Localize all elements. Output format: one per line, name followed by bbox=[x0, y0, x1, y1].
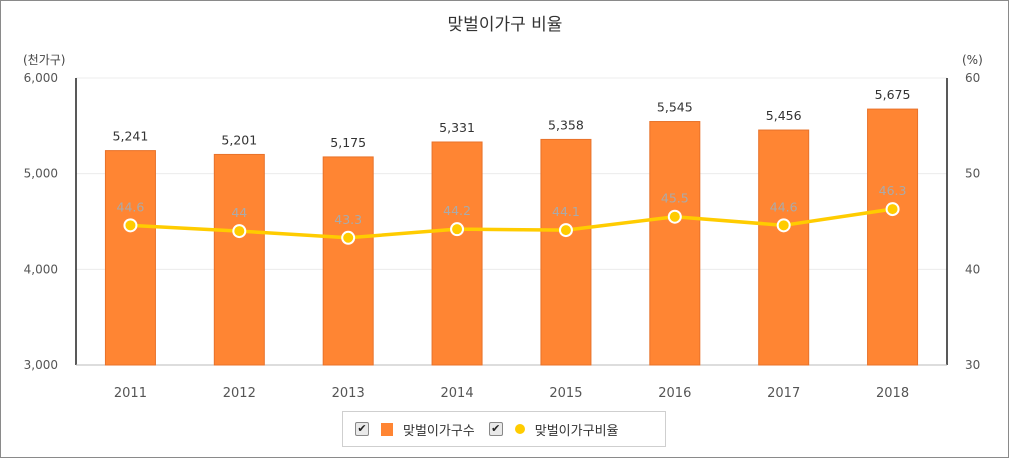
line-point bbox=[776, 218, 791, 233]
line-value-label: 46.3 bbox=[879, 183, 907, 198]
legend-item-household-count[interactable]: ✔ 맞벌이가구수 bbox=[355, 420, 475, 439]
x-tick-label: 2017 bbox=[767, 386, 800, 401]
line-value-label: 43.3 bbox=[334, 212, 362, 227]
left-tick-label: 4,000 bbox=[24, 262, 58, 276]
line-point bbox=[232, 224, 247, 239]
line-value-label: 44.1 bbox=[552, 204, 580, 219]
legend-item-household-ratio[interactable]: ✔ 맞벌이가구비율 bbox=[488, 420, 619, 439]
left-axis-unit: (천가구) bbox=[23, 52, 65, 67]
chart-title: 맞벌이가구 비율 bbox=[448, 15, 563, 35]
bar-swatch-icon bbox=[381, 422, 393, 436]
bar-value-label: 5,456 bbox=[766, 108, 802, 123]
line-point bbox=[885, 202, 900, 217]
line-point bbox=[341, 230, 356, 245]
bar-value-label: 5,201 bbox=[221, 132, 257, 147]
line-point bbox=[450, 222, 465, 237]
line-value-label: 44.6 bbox=[117, 199, 145, 214]
left-tick-label: 6,000 bbox=[24, 71, 58, 85]
x-tick-label: 2015 bbox=[549, 386, 582, 401]
bar bbox=[540, 138, 592, 366]
checkbox-icon[interactable]: ✔ bbox=[488, 422, 503, 436]
ratio-line bbox=[130, 207, 893, 240]
legend-label-household-ratio: 맞벌이가구비율 bbox=[534, 423, 619, 439]
bar bbox=[758, 129, 810, 366]
x-tick-label: 2012 bbox=[223, 386, 256, 401]
bar-value-label: 5,241 bbox=[113, 129, 149, 144]
legend-label-household-count: 맞벌이가구수 bbox=[403, 423, 475, 439]
bar bbox=[431, 141, 483, 366]
x-tick-label: 2013 bbox=[332, 386, 365, 401]
dot-swatch-icon bbox=[514, 424, 525, 434]
left-tick-label: 3,000 bbox=[24, 358, 58, 372]
bar bbox=[104, 150, 156, 366]
line-value-label: 44.2 bbox=[443, 203, 471, 218]
x-tick-label: 2018 bbox=[876, 386, 909, 401]
bar-value-label: 5,358 bbox=[548, 117, 584, 132]
x-tick-label: 2016 bbox=[658, 386, 691, 401]
line-value-label: 45.5 bbox=[661, 191, 689, 206]
line-point bbox=[667, 209, 682, 224]
right-tick-label: 30 bbox=[965, 358, 980, 372]
bar bbox=[649, 121, 701, 366]
line-value-label: 44.6 bbox=[770, 199, 798, 214]
left-tick-label: 5,000 bbox=[24, 167, 58, 181]
line-point bbox=[123, 218, 138, 233]
line-point bbox=[558, 223, 573, 238]
bar-value-label: 5,545 bbox=[657, 100, 693, 115]
right-axis-unit: (%) bbox=[962, 53, 983, 67]
right-tick-label: 60 bbox=[965, 71, 980, 85]
bar bbox=[867, 108, 919, 366]
bar-value-label: 5,331 bbox=[439, 120, 475, 135]
bar bbox=[213, 153, 265, 366]
bar-value-label: 5,175 bbox=[330, 135, 366, 150]
bar bbox=[322, 156, 374, 366]
x-tick-label: 2011 bbox=[114, 386, 147, 401]
x-tick-label: 2014 bbox=[441, 386, 474, 401]
line-value-label: 44 bbox=[231, 205, 247, 220]
checkbox-icon[interactable]: ✔ bbox=[355, 422, 369, 436]
right-tick-label: 50 bbox=[965, 167, 980, 181]
right-tick-label: 40 bbox=[965, 262, 980, 276]
bar-value-label: 5,675 bbox=[875, 87, 911, 102]
chart-legend: ✔ 맞벌이가구수 ✔ 맞벌이가구비율 bbox=[342, 411, 666, 447]
